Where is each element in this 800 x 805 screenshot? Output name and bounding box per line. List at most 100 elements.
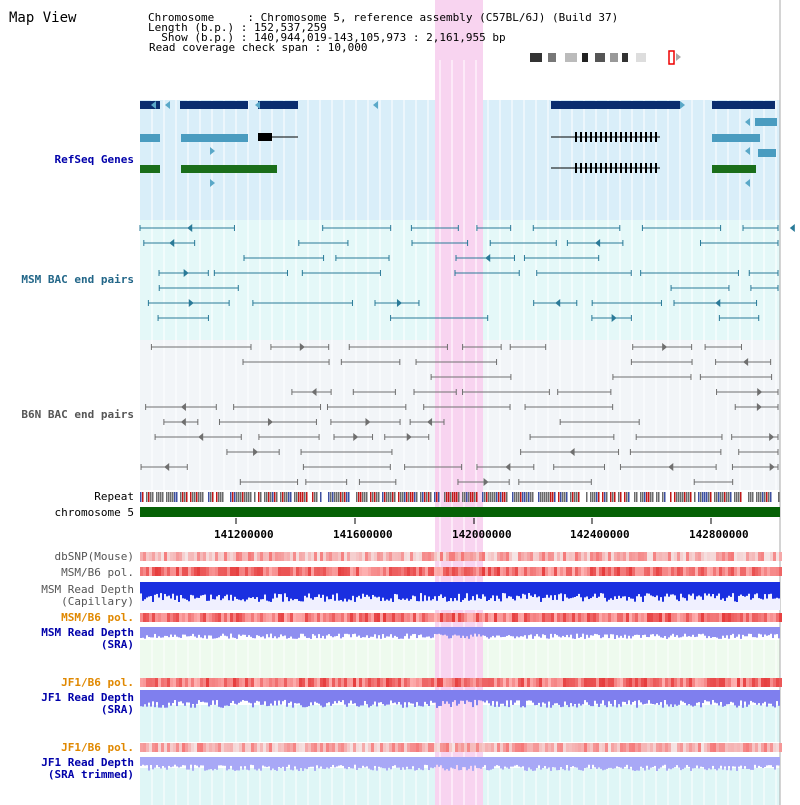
read-depth-bar <box>714 582 716 599</box>
read-depth-bar <box>592 757 594 765</box>
polymorphism-cell <box>146 678 149 687</box>
polymorphism-cell <box>512 678 515 687</box>
polymorphism-cell <box>161 552 164 561</box>
polymorphism-cell <box>275 567 278 576</box>
polymorphism-cell <box>335 567 338 576</box>
polymorphism-cell <box>527 567 530 576</box>
read-depth-bar <box>200 690 202 702</box>
polymorphism-cell <box>149 678 152 687</box>
read-depth-bar <box>644 582 646 596</box>
polymorphism-cell <box>695 552 698 561</box>
read-depth-bar <box>534 757 536 771</box>
read-depth-bar <box>654 757 656 766</box>
repeat-mark <box>304 492 306 502</box>
polymorphism-cell <box>338 567 341 576</box>
read-depth-bar <box>544 690 546 704</box>
repeat-mark <box>538 492 540 502</box>
read-depth-bar <box>192 690 194 704</box>
polymorphism-cell <box>443 743 446 752</box>
read-depth-bar <box>192 627 194 634</box>
polymorphism-cell <box>380 552 383 561</box>
read-depth-bar <box>626 582 628 601</box>
polymorphism-cell <box>497 743 500 752</box>
read-depth-bar <box>662 582 664 602</box>
repeat-mark <box>300 492 302 502</box>
polymorphism-cell <box>548 552 551 561</box>
polymorphism-cell <box>746 613 749 622</box>
read-depth-bar <box>676 627 678 636</box>
polymorphism-cell <box>737 743 740 752</box>
polymorphism-cell <box>350 613 353 622</box>
read-depth-bar <box>310 582 312 599</box>
polymorphism-cell <box>740 552 743 561</box>
polymorphism-cell <box>392 678 395 687</box>
read-depth-bar <box>244 627 246 635</box>
polymorphism-cell <box>356 678 359 687</box>
repeat-mark <box>690 492 692 502</box>
read-depth-bar <box>578 690 580 704</box>
track-label-b6n-bac[interactable]: B6N BAC end pairs <box>21 408 134 421</box>
read-depth-bar <box>300 627 302 634</box>
read-depth-bar <box>758 757 760 766</box>
read-depth-bar <box>748 757 750 769</box>
read-depth-bar <box>180 627 182 638</box>
read-depth-bar <box>472 582 474 597</box>
read-depth-bar <box>658 627 660 636</box>
read-depth-bar <box>236 627 238 639</box>
read-depth-bar <box>596 690 598 704</box>
polymorphism-cell <box>758 552 761 561</box>
read-depth-bar <box>234 627 236 638</box>
read-depth-bar <box>162 757 164 767</box>
read-depth-bar <box>692 757 694 769</box>
read-depth-bar <box>452 582 454 602</box>
read-depth-bar <box>194 627 196 637</box>
polymorphism-cell <box>701 613 704 622</box>
polymorphism-cell <box>713 678 716 687</box>
polymorphism-cell <box>173 567 176 576</box>
polymorphism-cell <box>491 613 494 622</box>
polymorphism-cell <box>764 567 767 576</box>
read-depth-bar <box>596 627 598 635</box>
read-depth-bar <box>748 582 750 594</box>
read-depth-bar <box>422 627 424 638</box>
read-depth-bar <box>514 627 516 639</box>
read-depth-bar <box>330 757 332 767</box>
read-depth-bar <box>504 582 506 594</box>
coverage-span-info: Read coverage check span : 10,000 <box>149 41 368 54</box>
read-depth-bar <box>380 757 382 768</box>
read-depth-bar <box>148 582 150 597</box>
read-depth-bar <box>762 582 764 600</box>
polymorphism-cell <box>683 552 686 561</box>
read-depth-bar <box>336 582 338 594</box>
polymorphism-cell <box>584 743 587 752</box>
read-depth-bar <box>306 582 308 598</box>
read-depth-bar <box>566 690 568 705</box>
polymorphism-cell <box>617 567 620 576</box>
read-depth-bar <box>222 757 224 766</box>
read-depth-bar <box>374 690 376 702</box>
read-depth-bar <box>396 582 398 595</box>
polymorphism-cell <box>575 613 578 622</box>
read-depth-bar <box>270 582 272 602</box>
read-depth-bar <box>152 690 154 702</box>
read-depth-bar <box>676 690 678 706</box>
polymorphism-cell <box>716 552 719 561</box>
polymorphism-cell <box>392 743 395 752</box>
polymorphism-cell <box>677 678 680 687</box>
polymorphism-cell <box>206 567 209 576</box>
track-label-msm-bac[interactable]: MSM BAC end pairs <box>21 273 134 286</box>
polymorphism-cell <box>218 743 221 752</box>
polymorphism-cell <box>560 743 563 752</box>
polymorphism-cell <box>764 613 767 622</box>
strand-arrow <box>743 358 749 366</box>
polymorphism-cell <box>332 567 335 576</box>
repeat-mark <box>554 492 556 502</box>
polymorphism-cell <box>284 567 287 576</box>
polymorphism-cell <box>686 743 689 752</box>
track-label-refseq[interactable]: RefSeq Genes <box>54 153 134 166</box>
read-depth-bar <box>252 757 254 766</box>
strand-arrow <box>662 343 668 351</box>
read-depth-bar <box>440 627 442 635</box>
polymorphism-cell <box>692 613 695 622</box>
